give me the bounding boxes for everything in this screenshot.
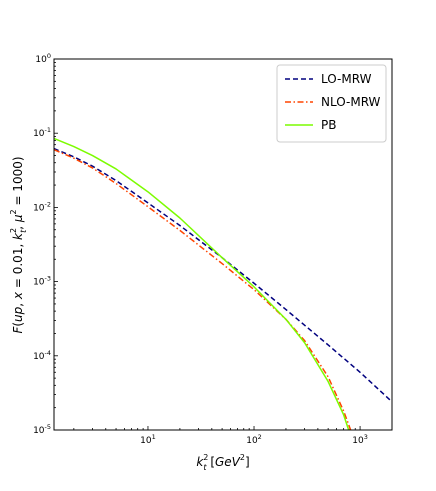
x-tick-label: 103 — [352, 433, 368, 446]
legend: LO-MRW NLO-MRW PB — [276, 64, 387, 143]
y-ticks: 100 10-1 10-2 10-3 10-4 10-5 — [33, 52, 58, 436]
legend-label-nlo-mrw: NLO-MRW — [321, 95, 381, 109]
plot-frame — [53, 58, 393, 431]
x-axis-label: k2 t [GeV2] — [196, 453, 249, 472]
y-tick-label: 100 — [35, 52, 51, 65]
y-tick-label: 10-4 — [33, 349, 51, 362]
legend-label-lo-mrw: LO-MRW — [321, 72, 372, 86]
y-tick-label: 10-2 — [33, 200, 51, 213]
y-axis-label: F(up, x = 0.01, k2t, μ2 = 1000) — [9, 156, 28, 333]
series-line-nlo-mrw — [54, 148, 352, 430]
legend-box — [276, 64, 387, 143]
y-tick-label: 10-5 — [33, 423, 51, 436]
y-tick-label: 10-1 — [33, 126, 51, 139]
x-tick-label: 101 — [140, 433, 156, 446]
x-tick-label: 102 — [246, 433, 262, 446]
series-line-lo-mrw — [54, 147, 392, 403]
legend-label-pb: PB — [321, 118, 336, 132]
y-tick-label: 10-3 — [33, 275, 51, 288]
series-line-pb — [54, 137, 350, 430]
series-layer — [54, 137, 392, 430]
